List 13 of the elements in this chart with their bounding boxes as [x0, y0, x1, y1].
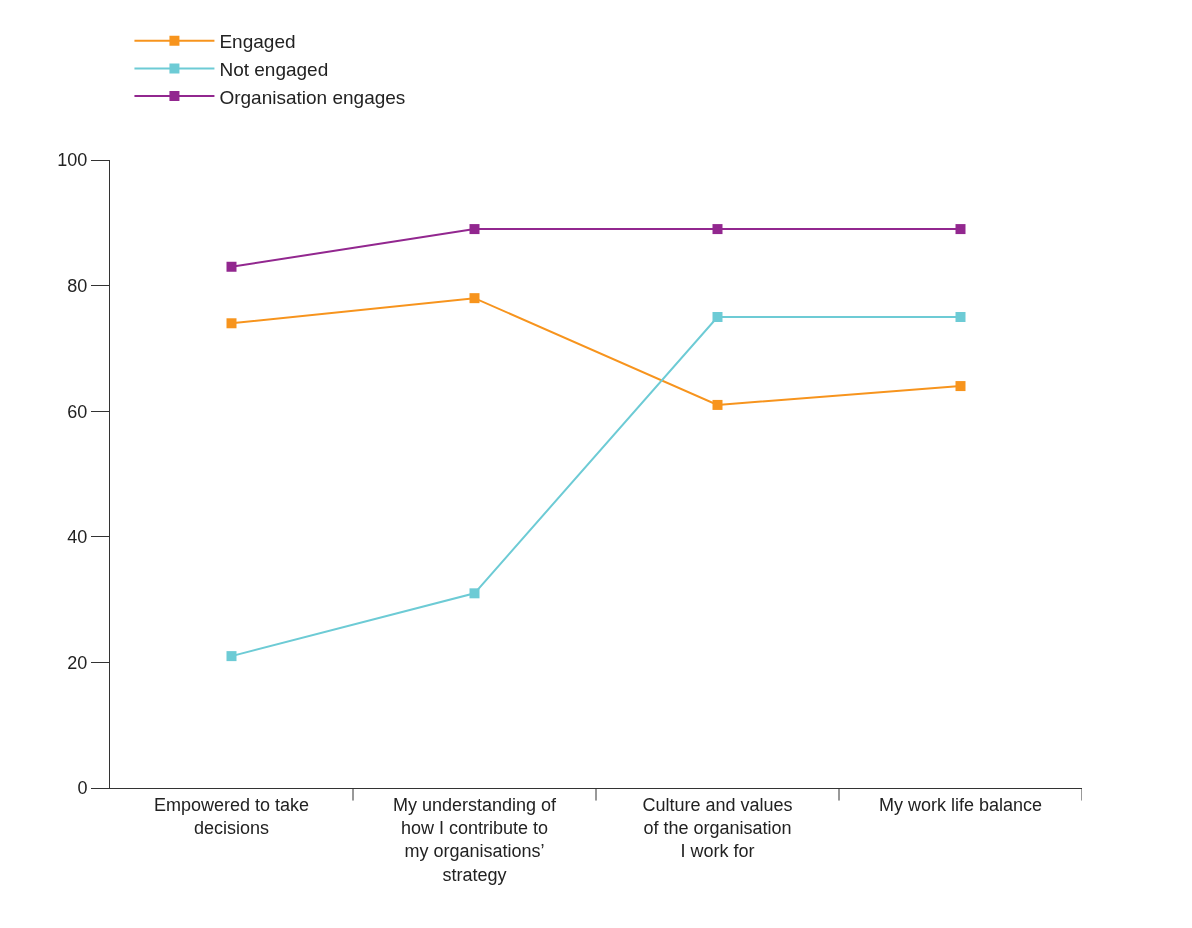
- y-tick-label: 40: [67, 527, 88, 548]
- x-tick-label: My work life balance: [878, 794, 1043, 815]
- legend-label: Not engaged: [219, 58, 329, 80]
- y-tick-label: 0: [77, 778, 88, 799]
- x-tick-label: Empowered to take decisions: [153, 794, 310, 838]
- y-tick-label: 60: [67, 401, 88, 422]
- x-tick-label: Culture and values of the organisation I work for: [642, 794, 793, 862]
- y-tick-label: 20: [67, 652, 88, 673]
- y-tick-label: 80: [67, 275, 88, 296]
- y-tick-label: 100: [57, 150, 88, 171]
- legend-label: Organisation engages: [219, 86, 406, 108]
- x-tick-label: My understanding of how I contribute to my organisations’ strategy: [392, 794, 558, 885]
- legend-label: Engaged: [219, 31, 296, 53]
